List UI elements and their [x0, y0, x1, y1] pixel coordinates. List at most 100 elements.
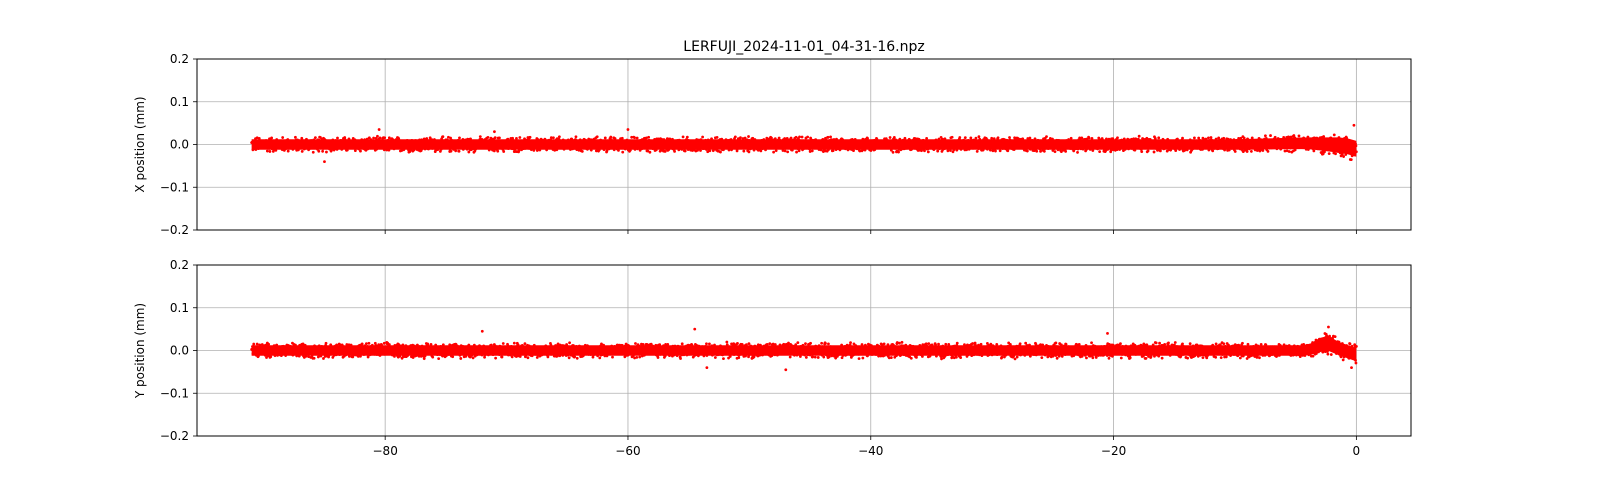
y-tick-label: −0.1 — [160, 180, 189, 194]
data-point — [1292, 134, 1296, 137]
data-point — [486, 135, 490, 139]
data-point — [1144, 356, 1148, 360]
data-point — [1238, 356, 1242, 360]
data-point — [1173, 341, 1177, 344]
data-point — [294, 135, 297, 139]
data-point — [1197, 136, 1201, 140]
data-point — [788, 355, 792, 359]
data-point — [994, 149, 997, 153]
data-point — [915, 356, 918, 359]
data-point — [730, 342, 733, 346]
data-point — [849, 341, 852, 345]
data-point — [963, 136, 967, 140]
data-point — [1152, 150, 1156, 154]
data-point — [795, 150, 798, 154]
data-point — [898, 341, 901, 345]
data-point — [834, 356, 838, 360]
y-axis-label: X position (mm) — [133, 96, 147, 192]
data-point — [255, 136, 259, 140]
data-point — [1149, 355, 1153, 358]
data-point — [1211, 149, 1215, 153]
scatter-series — [250, 123, 1358, 164]
data-point — [900, 340, 904, 344]
data-point — [1064, 342, 1068, 346]
x-position-subplot: −0.2−0.10.00.10.2X position (mm) — [133, 52, 1412, 237]
data-point — [1242, 136, 1246, 140]
data-point — [317, 149, 321, 153]
data-point — [496, 149, 500, 153]
data-point — [1297, 134, 1301, 138]
outlier-point — [377, 128, 381, 131]
data-point — [646, 149, 650, 153]
data-point — [568, 341, 571, 345]
data-point — [920, 149, 923, 153]
data-point — [510, 355, 514, 359]
data-point — [1145, 136, 1149, 140]
data-point — [824, 342, 827, 345]
data-point — [971, 342, 974, 345]
outlier-point — [626, 128, 630, 131]
data-point — [789, 136, 793, 140]
data-point — [438, 149, 442, 153]
data-point — [1157, 136, 1161, 140]
data-point — [255, 342, 259, 346]
data-point — [996, 136, 1000, 140]
data-point — [322, 357, 325, 360]
data-point — [829, 135, 832, 139]
data-point — [891, 150, 895, 154]
data-point — [515, 136, 518, 140]
data-point — [1025, 149, 1029, 153]
data-point — [959, 356, 963, 360]
data-point — [742, 149, 746, 153]
data-point — [958, 136, 962, 139]
data-point — [257, 136, 261, 140]
data-point — [1250, 136, 1254, 140]
data-point — [1077, 343, 1081, 346]
data-point — [1119, 356, 1123, 360]
data-point — [353, 149, 357, 152]
data-point — [909, 356, 913, 360]
data-point — [635, 136, 639, 140]
data-point — [713, 356, 717, 359]
data-point — [1076, 151, 1079, 154]
y-position-subplot: −80 −60 −40 −20 0−0.2−0.10.00.10.2Y position… — [133, 258, 1412, 458]
data-point — [574, 135, 578, 139]
data-point — [740, 342, 744, 346]
data-point — [630, 135, 634, 139]
data-point — [1013, 357, 1017, 361]
data-point — [307, 355, 310, 359]
data-point — [600, 342, 603, 346]
data-point — [806, 135, 810, 139]
data-point — [1217, 136, 1221, 140]
data-point — [1072, 149, 1076, 153]
data-point — [1285, 149, 1289, 153]
data-point — [633, 356, 637, 360]
data-point — [685, 135, 689, 139]
data-point — [1224, 355, 1228, 359]
data-point — [927, 342, 931, 346]
data-point — [735, 149, 739, 153]
data-point — [1214, 342, 1218, 346]
data-point — [1119, 342, 1122, 346]
data-point — [494, 356, 498, 360]
data-point — [1128, 356, 1132, 360]
y-tick-label: −0.2 — [160, 223, 189, 237]
data-point — [1042, 149, 1046, 153]
data-point — [1322, 135, 1326, 138]
data-point — [268, 150, 272, 153]
data-point — [777, 136, 781, 140]
data-point — [1214, 355, 1218, 359]
data-point — [1249, 150, 1253, 153]
y-tick-label: 0.0 — [170, 138, 189, 152]
data-point — [1024, 341, 1028, 345]
data-point — [1273, 135, 1277, 139]
data-point — [747, 342, 751, 346]
data-point — [708, 342, 711, 346]
data-point — [458, 136, 461, 140]
data-point — [312, 356, 316, 360]
data-point — [365, 342, 368, 346]
data-point — [739, 136, 742, 140]
data-point — [1055, 356, 1059, 360]
data-point — [270, 136, 274, 140]
